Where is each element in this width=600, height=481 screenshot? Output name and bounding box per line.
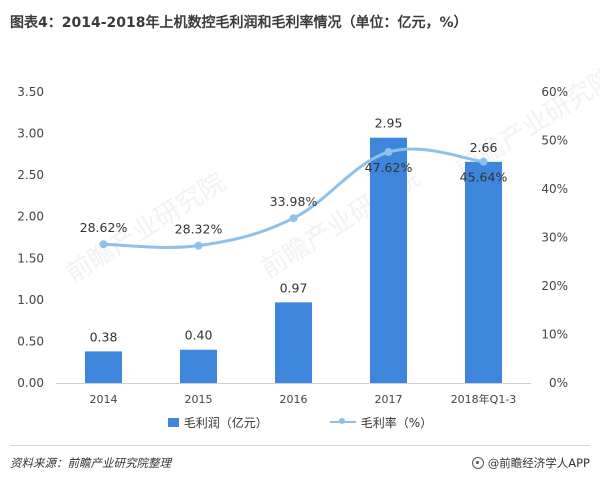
y-left-tick-label: 1.50 <box>17 251 44 265</box>
bar <box>370 137 407 383</box>
bar-value-label: 2.95 <box>375 116 403 131</box>
x-tick-label: 2014 <box>90 393 118 406</box>
legend-item-bar: 毛利润（亿元） <box>167 414 268 431</box>
legend-line-swatch <box>329 417 356 427</box>
margin-line <box>103 147 484 249</box>
y-right-tick-label: 50% <box>541 134 568 148</box>
y-right-tick-label: 0% <box>549 376 568 390</box>
bar <box>275 302 312 383</box>
legend: 毛利润（亿元） 毛利率（%） <box>0 412 600 432</box>
y-right-tick-label: 60% <box>541 85 568 99</box>
line-value-label: 33.98% <box>270 194 318 209</box>
y-left-tick-label: 3.00 <box>17 127 44 141</box>
footer-divider <box>10 445 590 446</box>
legend-line-label: 毛利率（%） <box>360 415 433 430</box>
line-point <box>479 157 488 166</box>
x-tick-label: 2015 <box>185 393 213 406</box>
x-tick-label: 2016 <box>280 393 308 406</box>
y-left-tick-label: 2.00 <box>17 210 44 224</box>
y-left-tick-label: 1.00 <box>17 293 44 307</box>
bar <box>85 351 122 383</box>
line-point <box>99 240 108 249</box>
bar-value-label: 0.38 <box>90 329 118 344</box>
brand-credit: @前瞻经济学人APP <box>471 455 590 471</box>
line-value-label: 28.62% <box>80 220 128 235</box>
y-left-tick-label: 3.50 <box>17 85 44 99</box>
bar <box>180 349 217 383</box>
y-right-tick-label: 20% <box>541 279 568 293</box>
line-value-label: 28.32% <box>175 222 223 237</box>
legend-bar-swatch <box>167 417 179 427</box>
y-right-tick-label: 40% <box>541 182 568 196</box>
line-point <box>194 241 203 250</box>
line-value-label: 45.64% <box>460 170 508 185</box>
y-left-tick-label: 2.50 <box>17 168 44 182</box>
y-left-tick-label: 0.50 <box>17 334 44 348</box>
legend-bar-label: 毛利润（亿元） <box>183 415 268 430</box>
line-point <box>289 214 298 223</box>
bar-value-label: 2.66 <box>470 140 498 155</box>
x-tick-label: 2017 <box>375 393 403 406</box>
brand-label: @前瞻经济学人APP <box>487 456 590 470</box>
bar-value-label: 0.40 <box>185 328 213 343</box>
line-point <box>384 148 393 157</box>
y-left-tick-label: 0.00 <box>17 376 44 390</box>
y-right-tick-label: 30% <box>541 231 568 245</box>
legend-item-line: 毛利率（%） <box>329 414 433 431</box>
source-note: 资料来源：前瞻产业研究院整理 <box>10 456 171 470</box>
bar <box>465 161 502 383</box>
line-value-label: 47.62% <box>365 160 413 175</box>
brand-logo-icon <box>471 457 484 469</box>
x-tick-label: 2018年Q1-3 <box>451 392 517 406</box>
y-right-tick-label: 10% <box>541 328 568 342</box>
bar-value-label: 0.97 <box>280 280 308 295</box>
chart-title: 图表4：2014-2018年上机数控毛利润和毛利率情况（单位：亿元，%） <box>10 15 468 31</box>
